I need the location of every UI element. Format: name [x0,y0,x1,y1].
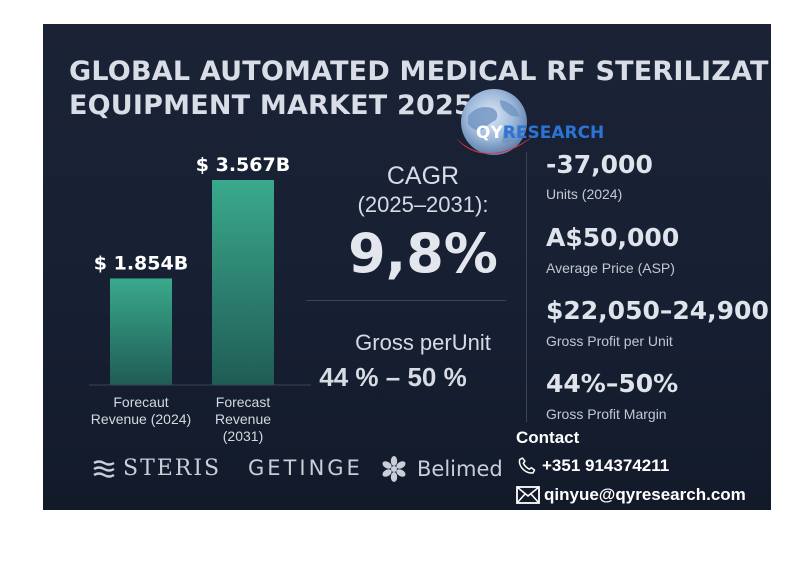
bar-value-label-0: $ 1.854B [94,252,188,274]
qyresearch-logo: QYRESEARCH [448,86,618,176]
category-label-0-0: Forecaut [113,394,168,410]
units-caption: Units (2024) [546,186,623,202]
belimed-logo: Belimed [381,456,503,482]
email-address: qinyue@qyresearch.com [544,485,746,504]
phone-icon [518,457,536,474]
contact-title: Contact [516,428,580,447]
steris-name: STERIS [123,456,222,481]
logo-text-qy: QY [476,123,503,143]
bar-value-label-1: $ 3.567B [196,154,290,176]
logo-text: QYRESEARCH [476,123,604,143]
belimed-name: Belimed [417,457,503,481]
infographic-panel: GLOBAL AUTOMATED MEDICAL RF STERILIZATIO… [43,24,771,510]
cagr-value: 9,8% [348,222,498,285]
bar-0 [110,278,172,385]
margin-caption: Gross Profit Margin [546,406,667,422]
category-label-1-2: (2031) [223,428,263,444]
asp-caption: Average Price (ASP) [546,260,675,276]
getinge-logo: GETINGE [248,456,363,480]
asp-value: A$50,000 [546,223,680,252]
column-divider [526,152,527,422]
title-line-2: EQUIPMENT MARKET 2025 [69,90,473,121]
margin-value: 44%–50% [546,369,679,398]
contact-email[interactable]: qinyue@qyresearch.com [516,485,746,505]
phone-number: +351 914374211 [542,456,670,475]
category-label-1-0: Forecast [216,394,271,410]
middle-divider [306,300,506,301]
gross-profit-value: $22,050–24,900 [546,296,769,325]
category-label-1-1: Revenue [215,411,271,427]
title-line-1: GLOBAL AUTOMATED MEDICAL RF STERILIZATIO… [69,56,771,87]
globe-icon [456,89,536,155]
gross-profit-caption: Gross Profit per Unit [546,333,673,349]
bar-1 [212,180,274,385]
cagr-period: (2025–2031): [357,192,489,217]
logo-text-research: RESEARCH [502,123,605,143]
units-value: -37,000 [546,150,653,179]
belimed-star-icon [382,456,406,482]
contact-phone[interactable]: +351 914374211 [516,456,669,476]
steris-waves-icon [93,459,115,478]
steris-logo: STERIS [93,456,221,481]
gross-per-unit-value: 44 % – 50 % [319,362,467,392]
mail-icon [516,486,540,504]
category-label-0-1: Revenue (2024) [91,411,191,427]
gross-per-unit-label: Gross perUnit [355,330,491,355]
cagr-label: CAGR [386,162,460,190]
